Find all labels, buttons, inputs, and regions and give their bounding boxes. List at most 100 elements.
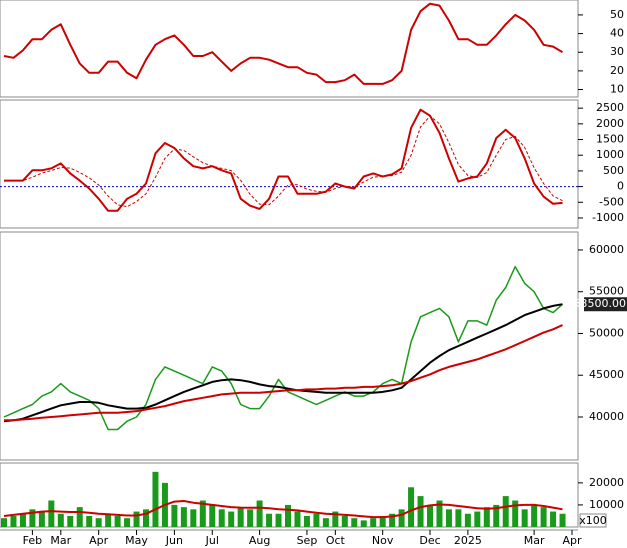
volume-bar bbox=[57, 513, 64, 527]
x-tick-label: Aug bbox=[249, 534, 270, 547]
series-line bbox=[3, 2, 564, 85]
volume-bar bbox=[228, 511, 235, 527]
volume-bar bbox=[379, 515, 386, 527]
volume-bar bbox=[322, 518, 329, 527]
panel-frame bbox=[0, 0, 579, 98]
volume-bar bbox=[408, 487, 415, 527]
x-tick-label: Dec bbox=[419, 534, 440, 547]
volume-bar bbox=[521, 509, 528, 527]
volume-bar bbox=[531, 504, 538, 527]
x-tick-label: Apr bbox=[562, 534, 582, 547]
y-tick-label: 60000 bbox=[589, 243, 624, 256]
volume-bar bbox=[256, 500, 263, 527]
volume-bar bbox=[114, 515, 121, 527]
volume-bar bbox=[464, 513, 471, 527]
volume-bar bbox=[313, 513, 320, 527]
x-tick-label: Nov bbox=[372, 534, 394, 547]
volume-bar bbox=[86, 515, 93, 527]
volume-bar bbox=[540, 507, 547, 527]
volume-bar bbox=[445, 509, 452, 527]
series-line bbox=[4, 115, 563, 208]
y-tick-label: 0 bbox=[617, 180, 624, 193]
volume-bar bbox=[512, 500, 519, 527]
y-tick-label: 55000 bbox=[589, 285, 624, 298]
volume-bar bbox=[550, 511, 557, 527]
y-tick-label: 2000 bbox=[596, 117, 624, 130]
volume-bar bbox=[559, 513, 566, 527]
x-tick-label: Mar bbox=[50, 534, 71, 547]
y-tick-label: 50000 bbox=[589, 326, 624, 339]
volume-bar bbox=[332, 511, 339, 527]
price-tag-box bbox=[584, 297, 627, 312]
x-tick-label: Apr bbox=[89, 534, 109, 547]
x-tick-label: Jul bbox=[205, 534, 219, 547]
volume-bar bbox=[199, 500, 206, 527]
y-tick-label: 45000 bbox=[589, 368, 624, 381]
volume-bar bbox=[275, 513, 282, 527]
series-line bbox=[4, 324, 563, 422]
unit-box bbox=[579, 513, 607, 528]
volume-bar bbox=[266, 513, 273, 527]
volume-bar bbox=[133, 511, 140, 527]
volume-bar bbox=[19, 513, 26, 527]
volume-bar bbox=[124, 518, 131, 527]
volume-bar bbox=[171, 504, 178, 527]
volume-bar bbox=[29, 509, 36, 527]
x-tick-label: 2025 bbox=[454, 534, 482, 547]
volume-bar bbox=[427, 504, 433, 527]
volume-bar bbox=[180, 507, 187, 527]
volume-bar bbox=[360, 520, 367, 527]
x-tick-label: May bbox=[125, 534, 148, 547]
volume-bar bbox=[1, 518, 7, 527]
y-tick-label: -1000 bbox=[592, 211, 624, 224]
volume-bar bbox=[48, 500, 55, 527]
x-tick-label: Jun bbox=[165, 534, 183, 547]
volume-bar bbox=[341, 515, 348, 527]
volume-bar bbox=[152, 471, 159, 527]
volume-bar bbox=[370, 518, 377, 527]
x-tick-label: Sep bbox=[297, 534, 318, 547]
y-tick-label: 30 bbox=[610, 45, 624, 58]
y-tick-label: 20 bbox=[610, 64, 624, 77]
volume-bar bbox=[38, 511, 45, 527]
y-tick-label: 10000 bbox=[589, 498, 624, 511]
volume-bar bbox=[190, 509, 197, 527]
unit-label: x100 bbox=[579, 514, 607, 527]
panel-frame bbox=[0, 99, 579, 229]
series-line bbox=[3, 500, 563, 519]
volume-bar bbox=[398, 509, 405, 527]
volume-bar bbox=[237, 507, 244, 527]
volume-bar bbox=[436, 500, 443, 527]
volume-bar bbox=[209, 504, 216, 527]
x-tick-label: Mar bbox=[524, 534, 545, 547]
x-tick-label: Oct bbox=[326, 534, 346, 547]
y-tick-label: 500 bbox=[603, 164, 624, 177]
y-tick-label: 2500 bbox=[596, 101, 624, 114]
series-line bbox=[3, 303, 563, 423]
volume-bar bbox=[493, 504, 500, 527]
volume-bar bbox=[143, 509, 149, 527]
panel-frame bbox=[0, 231, 579, 461]
y-tick-label: 40000 bbox=[589, 410, 624, 423]
y-tick-label: 50 bbox=[610, 8, 624, 21]
volume-bar bbox=[455, 509, 462, 527]
volume-bar bbox=[76, 507, 83, 527]
y-tick-label: 1000 bbox=[596, 148, 624, 161]
volume-bar bbox=[502, 496, 509, 527]
y-tick-label: 20000 bbox=[589, 476, 624, 489]
volume-bar bbox=[294, 511, 301, 527]
price-tag: 53500.00 bbox=[574, 297, 627, 310]
y-tick-label: -500 bbox=[599, 195, 624, 208]
volume-bar bbox=[218, 509, 225, 527]
volume-bar bbox=[303, 515, 310, 527]
y-tick-label: 1500 bbox=[596, 133, 624, 146]
y-tick-label: 10 bbox=[610, 83, 624, 96]
volume-bar bbox=[105, 513, 112, 527]
series-line bbox=[3, 265, 563, 431]
x-tick-label: Feb bbox=[23, 534, 42, 547]
series-line bbox=[4, 108, 563, 212]
volume-bar bbox=[247, 509, 254, 527]
volume-bar bbox=[351, 518, 358, 527]
